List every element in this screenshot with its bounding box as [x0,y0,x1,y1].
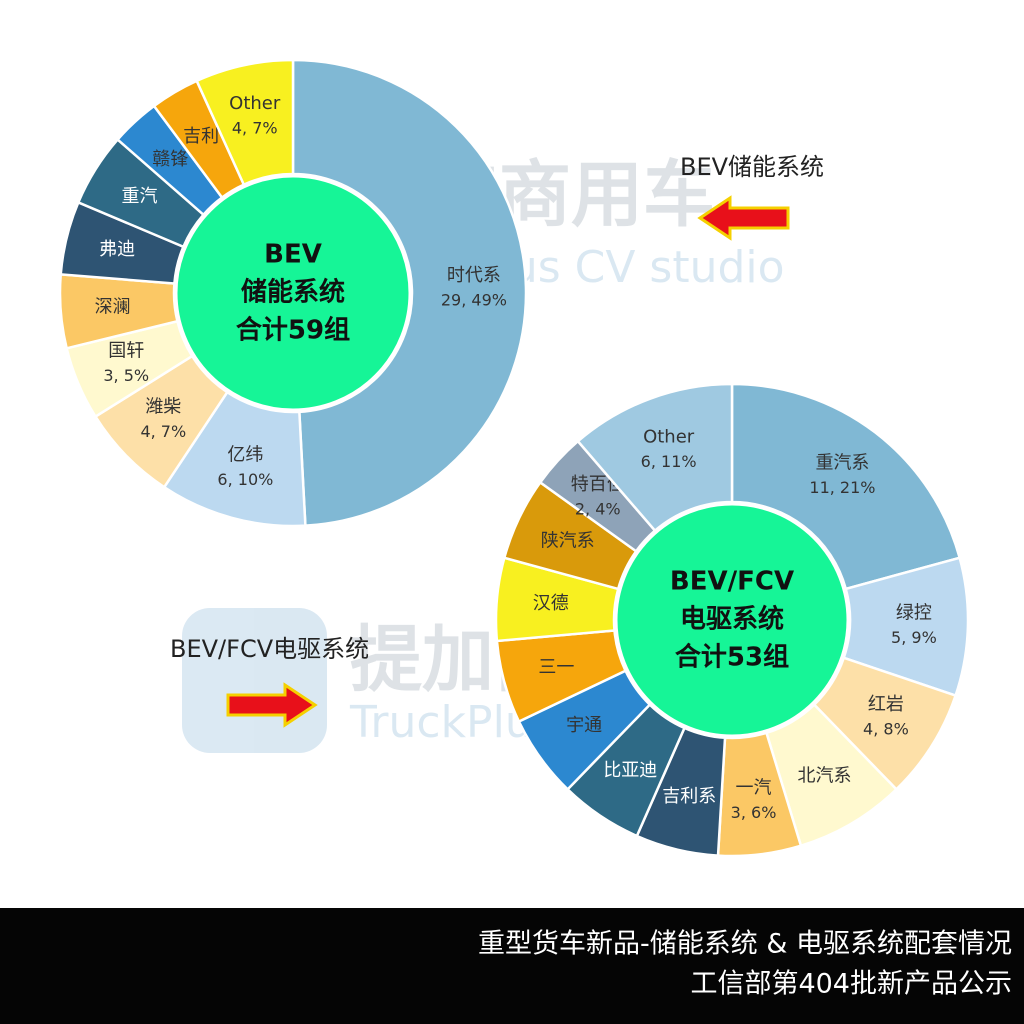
footer-band [0,908,1024,1024]
annotation: BEV/FCV电驱系统 [170,635,369,663]
center-text: 储能系统 [241,277,345,308]
segment-label: 重汽系 [815,452,869,473]
segment-label: 陕汽系 [541,531,595,552]
segment-label: 深澜 [95,296,131,317]
center-text: 电驱系统 [680,604,784,635]
segment-label: 汉德 [533,593,569,614]
value-label: 4, 7% [232,119,278,138]
arrow [226,682,318,728]
segment-label: 亿纬 [227,445,263,466]
segment-label: 吉利系 [662,786,716,807]
segment [576,382,734,533]
segment-label: 红岩 [868,694,904,715]
value-label: 6, 11% [641,452,697,471]
value-label: 6, 10% [217,470,273,489]
value-label: 2, 4% [575,500,621,519]
value-label: 4, 7% [140,422,186,441]
segment-label: Other [229,93,281,114]
watermark-logo [182,608,327,753]
value-label: 29, 49% [441,291,507,310]
footer-text: 工信部第404批新产品公示 [690,969,1012,1000]
center-text: 合计59组 [236,315,350,346]
value-label: 5, 9% [891,628,937,647]
arrow [697,195,790,241]
segment-label: 重汽 [122,186,158,207]
segment-label: 三一 [538,657,574,678]
segment-label: 赣锋 [152,149,188,170]
value-label: 4, 8% [863,720,909,739]
segment [730,382,962,591]
donut: 时代系 29, 49% 亿纬 6, 10% 潍柴 4, 7% 国轩 3, 5% 深澜 弗迪 重汽 赣锋… [58,58,528,528]
segment-label: 一汽 [736,778,772,799]
segment-label: 时代系 [447,265,501,286]
value-label: 3, 5% [103,366,149,385]
segment [291,58,528,527]
value-label: 11, 21% [809,478,875,497]
center-text: BEV/FCV [670,567,794,597]
value-label: 3, 6% [731,803,777,822]
segment-label: 宇通 [566,715,602,736]
segment-label: 北汽系 [798,766,852,787]
segment-label: 国轩 [108,340,144,361]
annotation: BEV储能系统 [680,153,824,181]
segment-label: 比亚迪 [603,760,657,781]
center-text: 合计53组 [675,642,789,673]
segment-label: 弗迪 [99,239,135,260]
center-circle [174,174,412,412]
segment-label: 吉利 [183,126,219,147]
segment-label: Other [643,426,695,447]
center-circle [614,502,850,738]
segment [195,58,295,187]
segment-label: 绿控 [896,602,932,623]
footer-text: 重型货车新品-储能系统 & 电驱系统配套情况 [478,929,1012,960]
center-text: BEV [264,240,322,270]
segment-label: 潍柴 [145,396,181,417]
